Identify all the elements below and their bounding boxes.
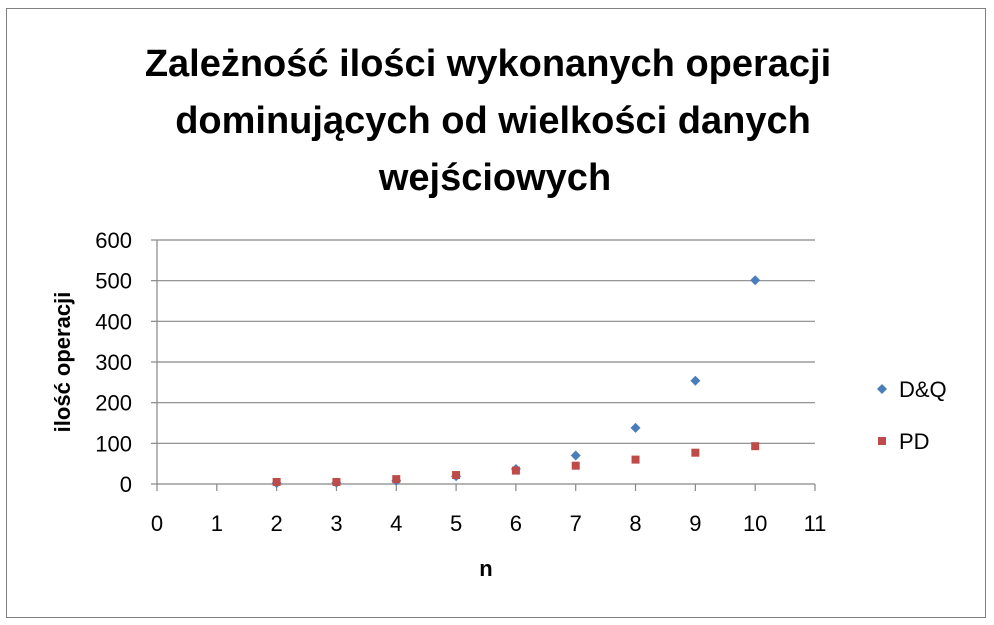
series-0 bbox=[271, 275, 761, 489]
y-tick-label: 200 bbox=[95, 391, 132, 416]
legend-marker-diamond bbox=[877, 384, 887, 394]
x-tick-label: 11 bbox=[804, 511, 827, 536]
y-tick-label: 300 bbox=[95, 350, 132, 375]
x-tick-label: 8 bbox=[629, 511, 641, 536]
chart-title-line-3: wejściowych bbox=[378, 157, 611, 199]
x-tick-label: 10 bbox=[743, 511, 767, 536]
x-tick-label: 6 bbox=[510, 511, 522, 536]
y-axis-title: ilość operacji bbox=[50, 292, 75, 433]
data-point-square bbox=[272, 477, 281, 486]
x-tick-label: 2 bbox=[271, 511, 283, 536]
data-point-square bbox=[332, 477, 341, 486]
data-point-diamond bbox=[630, 422, 641, 433]
data-series bbox=[271, 275, 761, 489]
axes bbox=[151, 239, 816, 491]
x-tick-label: 4 bbox=[390, 511, 402, 536]
chart-title-line-1: Zależność ilości wykonanych operacji bbox=[145, 43, 831, 85]
legend-label: PD bbox=[899, 429, 930, 454]
data-point-square bbox=[452, 471, 461, 480]
data-point-square bbox=[511, 466, 520, 475]
x-tick-label: 1 bbox=[211, 511, 223, 536]
legend-marker-square bbox=[878, 437, 886, 445]
y-tick-label: 100 bbox=[95, 431, 132, 456]
series-1 bbox=[272, 442, 760, 486]
data-point-diamond bbox=[750, 275, 761, 286]
data-point-square bbox=[751, 442, 760, 451]
chart-frame bbox=[6, 8, 986, 618]
legend: D&Q PD bbox=[877, 377, 947, 454]
data-point-square bbox=[392, 475, 401, 484]
y-tick-label: 0 bbox=[120, 472, 132, 497]
y-tick-label: 600 bbox=[95, 228, 132, 253]
x-tick-labels: 0 1 2 3 4 5 6 7 8 9 10 11 bbox=[151, 511, 827, 536]
gridlines bbox=[157, 239, 815, 444]
data-point-diamond bbox=[570, 450, 581, 461]
x-tick-label: 0 bbox=[151, 511, 163, 536]
data-point-square bbox=[571, 461, 580, 470]
x-tick-label: 5 bbox=[450, 511, 462, 536]
chart-title-line-2: dominujących od wielkości danych bbox=[175, 100, 811, 142]
x-tick-label: 7 bbox=[570, 511, 582, 536]
y-tick-label: 400 bbox=[95, 309, 132, 334]
y-tick-labels: 0 100 200 300 400 500 600 bbox=[95, 228, 132, 497]
y-tick-label: 500 bbox=[95, 269, 132, 294]
legend-label: D&Q bbox=[899, 377, 947, 402]
data-point-square bbox=[631, 455, 640, 464]
x-tick-label: 9 bbox=[689, 511, 701, 536]
x-tick-label: 3 bbox=[330, 511, 342, 536]
data-point-square bbox=[691, 448, 700, 457]
x-axis-title: n bbox=[479, 556, 492, 581]
chart-title: Zależność ilości wykonanych operacji dom… bbox=[145, 43, 831, 199]
data-point-diamond bbox=[690, 375, 701, 386]
